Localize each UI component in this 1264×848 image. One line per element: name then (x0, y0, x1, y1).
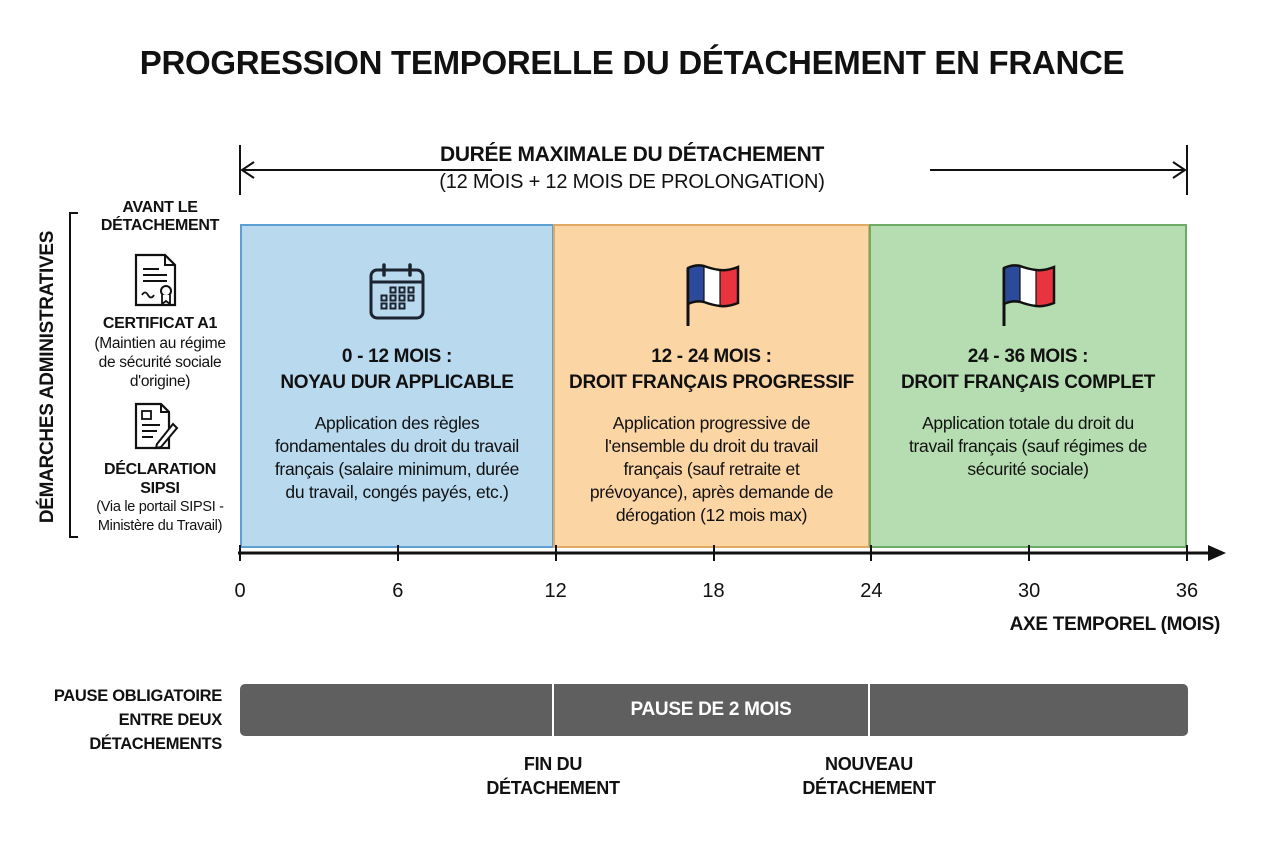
document-sign-icon (134, 402, 179, 450)
pause-label-line: ENTRE DEUX (118, 711, 223, 729)
phase-panel-1: 0 - 12 MOIS : NOYAU DUR APPLICABLE Applica… (240, 224, 554, 548)
axis-tick-label: 18 (702, 580, 725, 602)
title-line: SIPSI (140, 480, 180, 497)
axis-tick (870, 545, 873, 561)
time-axis (238, 545, 1226, 561)
end-of-posting-label: FIN DU DÉTACHEMENT (453, 752, 653, 800)
sidebar-heading-line: DÉTACHEMENT (100, 217, 220, 234)
phase-title: DROIT FRANÇAIS COMPLET (900, 372, 1156, 393)
sidebar-vertical-label: DÉMARCHES ADMINISTRATIVES (37, 230, 58, 524)
phase-panel-3: 24 - 36 MOIS : DROIT FRANÇAIS COMPLET Appl… (869, 224, 1187, 548)
pause-bar: PAUSE DE 2 MOIS (240, 684, 1188, 736)
new-posting-label: NOUVEAU DÉTACHEMENT (769, 752, 969, 800)
phase-description: Application totale du droit du travail f… (908, 413, 1148, 479)
phase-period: 12 - 24 MOIS : (651, 346, 772, 367)
sidebar-item-sipsi-title: DÉCLARATION SIPSI (75, 460, 245, 498)
diagram-title: PROGRESSION TEMPORELLE DU DÉTACHEMENT EN… (139, 44, 1125, 81)
sidebar-item-certificat-title: CERTIFICAT A1 (102, 315, 218, 332)
axis-tick-label: 0 (234, 580, 246, 602)
desc-line: d'origine) (129, 373, 191, 390)
phase-title: NOYAU DUR APPLICABLE (280, 372, 514, 393)
calendar-icon (367, 262, 427, 327)
phase-description: Application des règles fondamentales du … (274, 413, 520, 502)
french-flag-icon (682, 262, 742, 333)
duration-sublabel: (12 MOIS + 12 MOIS DE PROLONGATION) (439, 171, 825, 193)
phase-panel-2: 12 - 24 MOIS : DROIT FRANÇAIS PROGRESSIF A… (553, 224, 870, 548)
axis-tick-label: 36 (1175, 580, 1199, 602)
sidebar-bracket (69, 212, 78, 538)
axis-tick (396, 545, 399, 561)
phase-period: 0 - 12 MOIS : (341, 346, 453, 367)
duration-bracket (239, 145, 1188, 195)
certificate-icon (134, 253, 177, 307)
axis-tick-label: 12 (544, 580, 567, 602)
label-line: DÉTACHEMENT (486, 778, 620, 798)
phase-title: DROIT FRANÇAIS PROGRESSIF (569, 372, 854, 393)
axis-tick-label: 30 (1018, 580, 1041, 602)
axis-label: AXE TEMPOREL (MOIS) (1009, 614, 1221, 635)
axis-tick (1186, 545, 1188, 561)
desc-line: (Via le portail SIPSI - (96, 499, 224, 515)
phase-period: 24 - 36 MOIS : (967, 346, 1089, 367)
sidebar-heading: AVANT LE DÉTACHEMENT (75, 199, 245, 235)
french-flag-icon (998, 262, 1058, 333)
pause-divider (552, 684, 554, 736)
axis-tick-label: 24 (860, 580, 883, 602)
axis-tick (1028, 545, 1031, 561)
label-line: FIN DU (523, 754, 583, 774)
desc-line: de sécurité sociale (98, 354, 222, 371)
axis-tick (554, 545, 557, 561)
axis-arrow-icon (1208, 545, 1226, 561)
pause-bar-text: PAUSE DE 2 MOIS (630, 699, 792, 720)
pause-label-line: DÉTACHEMENTS (89, 735, 222, 753)
duration-label: DURÉE MAXIMALE DU DÉTACHEMENT (439, 143, 825, 166)
sidebar-item-sipsi-desc: (Via le portail SIPSI - Ministère du Tra… (75, 498, 245, 536)
label-line: NOUVEAU (825, 754, 913, 774)
axis-tick (712, 545, 715, 561)
desc-line: Ministère du Travail) (97, 518, 223, 534)
desc-line: (Maintien au régime (94, 335, 226, 352)
axis-tick-label: 6 (392, 580, 404, 602)
pause-label: PAUSE OBLIGATOIRE ENTRE DEUX DÉTACHEMENT… (20, 684, 222, 756)
title-line: DÉCLARATION (104, 461, 216, 478)
sidebar-heading-line: AVANT LE (122, 199, 198, 216)
pause-label-line: PAUSE OBLIGATOIRE (53, 687, 222, 705)
axis-tick (239, 545, 241, 561)
sidebar-item-certificat-desc: (Maintien au régime de sécurité sociale … (75, 334, 245, 391)
pause-divider (868, 684, 870, 736)
phase-description: Application progressive de l'ensemble du… (589, 413, 834, 525)
label-line: DÉTACHEMENT (802, 778, 936, 798)
